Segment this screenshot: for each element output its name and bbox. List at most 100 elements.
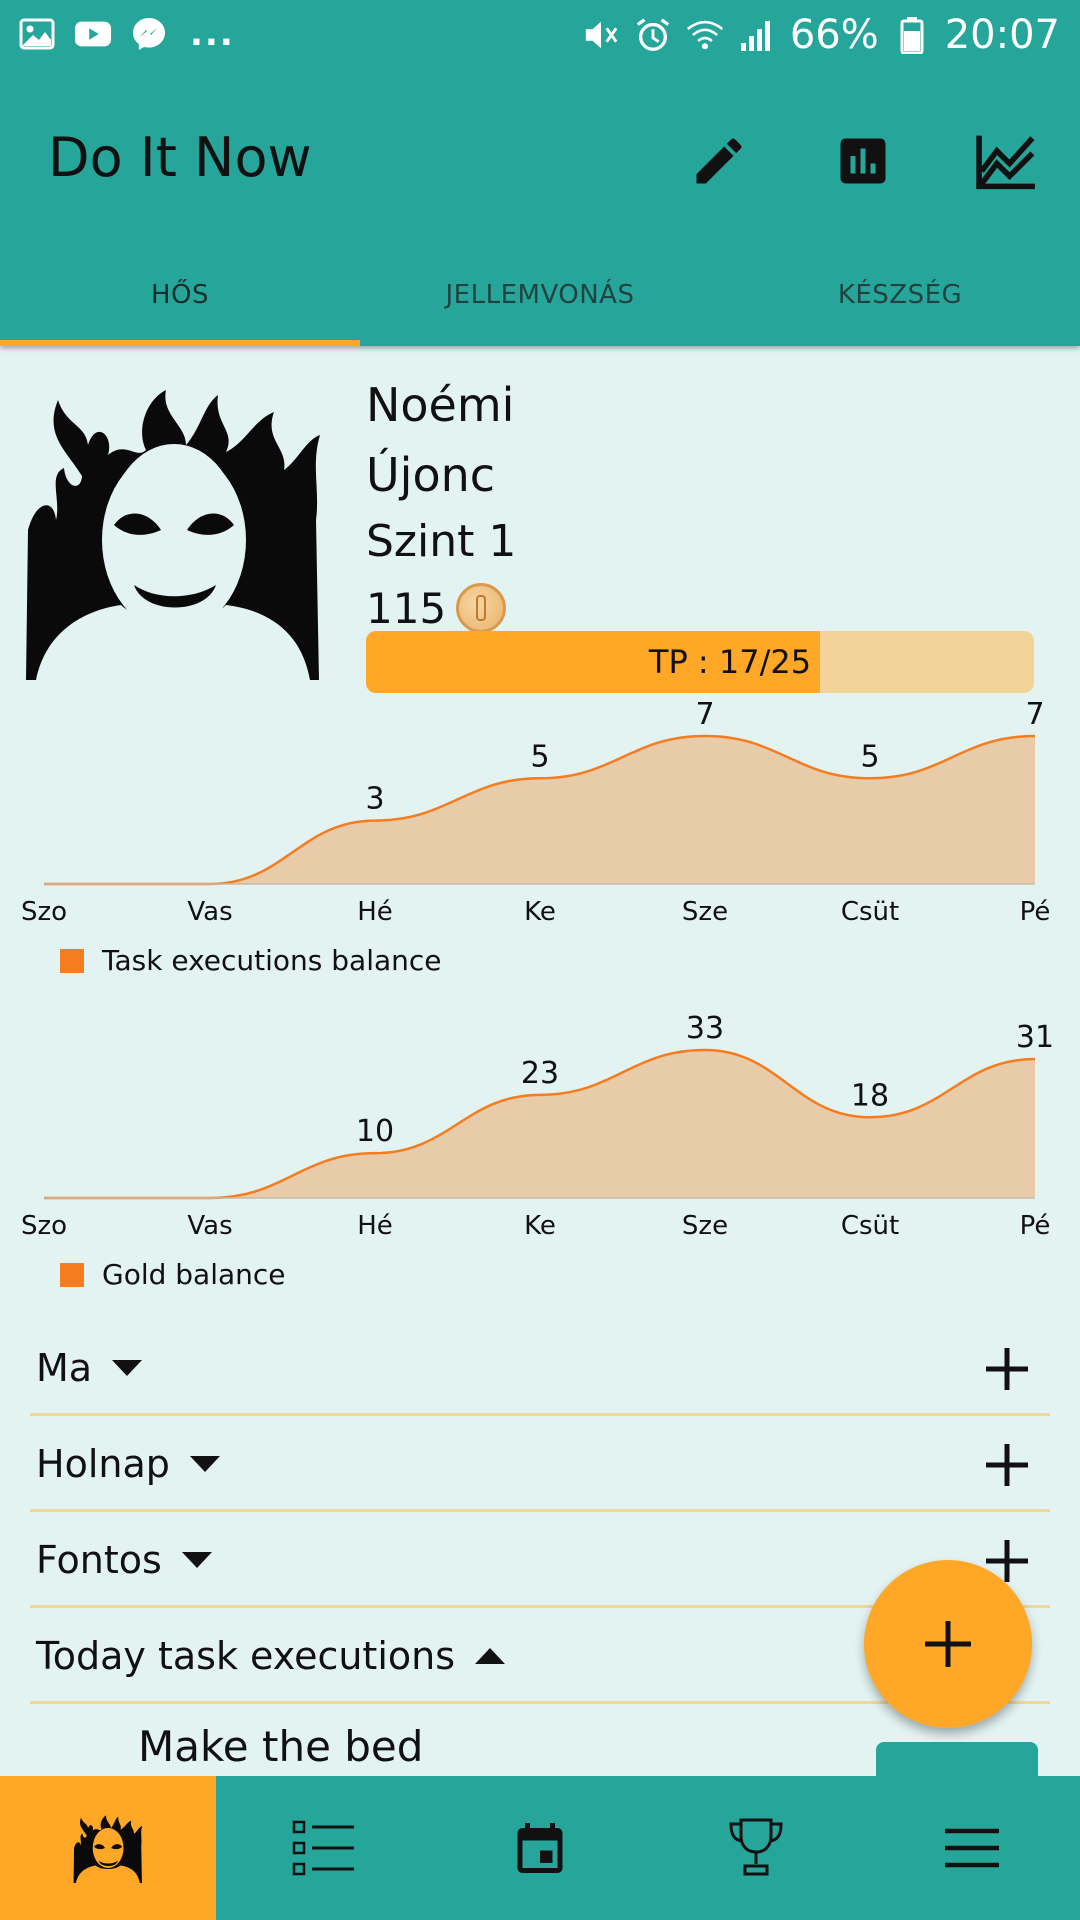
nav-hero[interactable]: [0, 1776, 216, 1920]
data-label: 31: [1016, 1020, 1054, 1055]
section-important[interactable]: Fontos: [30, 1514, 1050, 1608]
battery-icon: [893, 16, 931, 54]
bar-chart-button[interactable]: [830, 128, 896, 194]
x-tick-label: Csüt: [841, 1211, 899, 1241]
x-tick-label: Sze: [682, 1211, 728, 1241]
mute-icon: [582, 16, 620, 54]
x-tick-label: Ke: [524, 897, 556, 927]
fire-demon-avatar-icon: [26, 390, 320, 680]
x-tick-label: Csüt: [841, 897, 899, 927]
tp-progress-fill: [366, 631, 821, 693]
gold-balance-legend: Gold balance: [60, 1258, 286, 1291]
data-label: 7: [695, 700, 714, 732]
hero-avatar[interactable]: [26, 380, 321, 680]
x-tick-label: Pé: [1020, 1211, 1051, 1241]
caret-down-icon[interactable]: [112, 1359, 143, 1376]
gallery-notification-icon: [18, 15, 56, 53]
x-tick-label: Hé: [357, 897, 393, 927]
signal-icon: [738, 16, 776, 54]
section-label: Today task executions: [36, 1633, 456, 1678]
hero-gold: 115: [366, 574, 516, 642]
tp-progress-label: TP : 17/25: [648, 643, 812, 681]
clock: 20:07: [944, 12, 1060, 58]
gold-coin-icon: [456, 583, 507, 633]
x-tick-label: Sze: [682, 897, 728, 927]
legend-swatch: [60, 1262, 84, 1287]
section-tomorrow[interactable]: Holnap: [30, 1418, 1050, 1512]
youtube-notification-icon: [74, 15, 112, 53]
bar-chart-icon: [840, 138, 886, 184]
nav-calendar[interactable]: [432, 1776, 648, 1920]
hero-rank: Újonc: [366, 448, 496, 502]
data-label: 7: [1025, 700, 1044, 732]
data-label: 5: [860, 739, 879, 774]
add-today-task-icon[interactable]: [982, 1344, 1032, 1394]
tab-traits[interactable]: JELLEMVONÁS: [445, 280, 635, 310]
hero-level: Szint 1: [366, 516, 517, 567]
data-label: 33: [686, 1014, 724, 1046]
add-important-task-icon[interactable]: [982, 1536, 1032, 1586]
gold-balance-chart-svg: 10 23 33 18 31 Szo Vas Hé Ke Sze Csüt Pé: [21, 1011, 1054, 1241]
line-chart-icon: [976, 135, 1035, 190]
tp-progress-bar: TP : 17/25: [366, 631, 1034, 693]
legend-label: Gold balance: [102, 1258, 286, 1291]
data-label: 3: [365, 782, 384, 817]
bottom-navigation: [0, 1776, 1080, 1920]
calendar-icon: [517, 1823, 563, 1873]
trophy-icon: [729, 1818, 783, 1876]
hero-info: Noémi Újonc Szint 1 115: [366, 370, 516, 642]
gold-amount: 115: [366, 583, 447, 633]
tab-bar: HŐS JELLEMVONÁS KÉSZSÉG: [0, 244, 1080, 346]
x-tick-label: Pé: [1020, 897, 1051, 927]
plus-icon: [925, 1621, 971, 1667]
x-tick-label: Vas: [187, 897, 232, 927]
section-today-task-executions[interactable]: Today task executions: [30, 1610, 1050, 1704]
alarm-icon: [634, 16, 672, 54]
messenger-notification-icon: [130, 15, 168, 53]
section-today[interactable]: Ma: [30, 1322, 1050, 1416]
nav-tasks[interactable]: [216, 1776, 432, 1920]
x-tick-label: Szo: [21, 897, 67, 927]
data-label: 23: [521, 1056, 559, 1091]
nav-menu[interactable]: [864, 1776, 1080, 1920]
section-label: Holnap: [36, 1441, 170, 1486]
x-tick-label: Hé: [357, 1211, 393, 1241]
tab-skills[interactable]: KÉSZSÉG: [837, 280, 963, 310]
legend-label: Task executions balance: [102, 944, 442, 977]
section-label: Ma: [36, 1345, 93, 1390]
add-tomorrow-task-icon[interactable]: [982, 1440, 1032, 1490]
task-executions-chart: 3 5 7 5 7 Szo Vas Hé Ke Sze Csüt Pé: [0, 697, 1080, 930]
edit-icon: [696, 138, 742, 184]
hero-icon: [73, 1815, 143, 1883]
x-tick-label: Ke: [524, 1211, 556, 1241]
tab-hero[interactable]: HŐS: [0, 244, 360, 346]
x-tick-label: Vas: [187, 1211, 232, 1241]
more-notifications-indicator: ...: [190, 14, 235, 54]
legend-swatch: [60, 948, 84, 973]
data-label: 5: [530, 739, 549, 774]
line-chart-button[interactable]: [974, 128, 1040, 194]
task-executions-legend: Task executions balance: [60, 944, 442, 977]
status-bar: ... 66% 20:07: [0, 0, 1080, 78]
battery-percent: 66%: [789, 12, 879, 58]
x-tick-label: Szo: [21, 1211, 67, 1241]
data-label: 18: [851, 1078, 889, 1113]
caret-up-icon[interactable]: [475, 1647, 506, 1664]
caret-down-icon[interactable]: [189, 1455, 220, 1472]
add-fab-button[interactable]: [864, 1560, 1032, 1728]
hero-name: Noémi: [366, 378, 515, 432]
caret-down-icon[interactable]: [181, 1551, 212, 1568]
task-executions-chart-svg: 3 5 7 5 7 Szo Vas Hé Ke Sze Csüt Pé: [21, 697, 1051, 927]
app-bar: Do It Now: [0, 78, 1080, 244]
menu-icon: [945, 1828, 999, 1868]
task-item[interactable]: Make the bed: [138, 1722, 424, 1771]
data-label: 10: [356, 1114, 394, 1149]
chart-area: [44, 736, 1035, 884]
nav-achievements[interactable]: [648, 1776, 864, 1920]
app-title: Do It Now: [48, 126, 312, 189]
wifi-icon: [686, 16, 724, 54]
edit-button[interactable]: [686, 128, 752, 194]
gold-balance-chart: 10 23 33 18 31 Szo Vas Hé Ke Sze Csüt Pé: [0, 1011, 1080, 1244]
chart-area: [44, 1050, 1035, 1198]
